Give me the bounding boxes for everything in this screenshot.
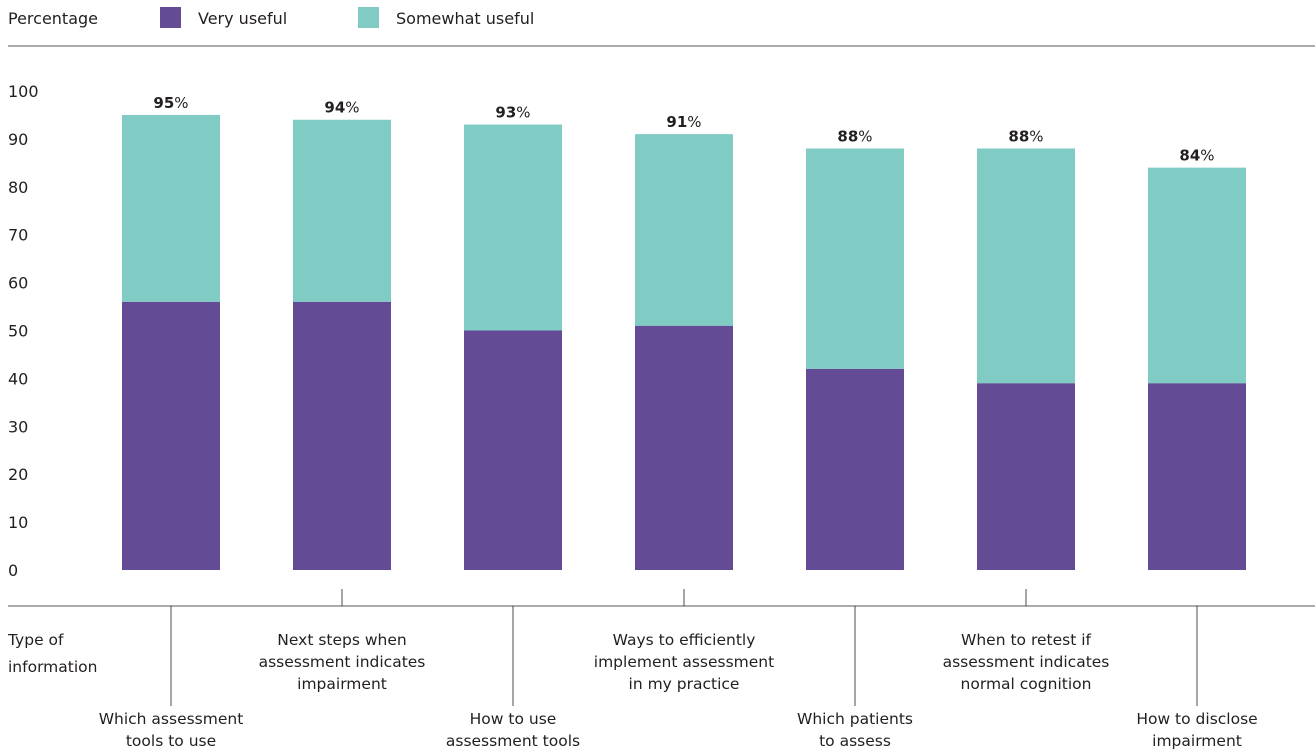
bar-segment-somewhat-useful — [635, 134, 733, 326]
bar-total-label: 88% — [1008, 127, 1043, 145]
x-axis-title-line-2: information — [8, 658, 97, 676]
y-tick-label: 30 — [8, 417, 28, 436]
category-label: How to use — [470, 710, 557, 728]
legend: Percentage Very useful Somewhat useful — [8, 7, 534, 28]
y-axis-ticks: 0 10 20 30 40 50 60 70 80 90 100 — [8, 82, 39, 580]
y-tick-label: 40 — [8, 369, 28, 388]
bar-total-label: 94% — [324, 99, 359, 117]
y-tick-label: 60 — [8, 274, 28, 293]
bar-segment-somewhat-useful — [806, 148, 904, 369]
x-axis-title-line-1: Type of — [7, 631, 64, 649]
category-label: Ways to efficiently — [613, 631, 756, 649]
bar-segment-somewhat-useful — [464, 124, 562, 331]
category-label: in my practice — [629, 675, 740, 693]
bar-total-label: 93% — [495, 104, 530, 122]
bar-segment-very-useful — [977, 383, 1075, 570]
bar-segment-somewhat-useful — [122, 114, 220, 302]
category-label: When to retest if — [961, 631, 1091, 649]
y-tick-label: 0 — [8, 561, 18, 580]
category-label: Next steps when — [277, 631, 406, 649]
bar-segment-very-useful — [122, 301, 220, 570]
category-label: assessment tools — [446, 732, 580, 750]
category-label: impairment — [1152, 732, 1242, 750]
category-label: assessment indicates — [943, 653, 1110, 671]
category-labels: Which assessment tools to use Next steps w… — [99, 631, 1258, 750]
y-tick-label: 90 — [8, 130, 28, 149]
bar-segment-somewhat-useful — [977, 148, 1075, 384]
bars — [122, 114, 1246, 570]
bar-segment-very-useful — [464, 330, 562, 570]
y-tick-label: 80 — [8, 178, 28, 197]
category-label: to assess — [819, 732, 891, 750]
y-tick-label: 100 — [8, 82, 39, 101]
bar-total-label: 95% — [153, 94, 188, 112]
y-tick-label: 20 — [8, 465, 28, 484]
category-label: assessment indicates — [259, 653, 426, 671]
category-label: impairment — [297, 675, 387, 693]
bar-segment-very-useful — [806, 368, 904, 570]
y-tick-label: 50 — [8, 322, 28, 341]
category-tick-marks — [170, 589, 1198, 706]
bar-total-labels: 95% 94% 93% 91% 88% 88% 84% — [153, 94, 1214, 165]
bar-segment-very-useful — [293, 301, 391, 570]
bar-segment-somewhat-useful — [293, 119, 391, 302]
category-label: tools to use — [126, 732, 216, 750]
bar-total-label: 84% — [1179, 147, 1214, 165]
y-tick-label: 10 — [8, 513, 28, 532]
legend-swatch-very-useful — [160, 7, 181, 28]
y-axis-title: Percentage — [8, 9, 98, 28]
bar-total-label: 91% — [666, 113, 701, 131]
category-label: Which patients — [797, 710, 913, 728]
legend-label-somewhat-useful: Somewhat useful — [396, 9, 534, 28]
category-label: normal cognition — [961, 675, 1092, 693]
bar-total-label: 88% — [837, 127, 872, 145]
legend-label-very-useful: Very useful — [198, 9, 287, 28]
category-label: Which assessment — [99, 710, 244, 728]
y-tick-label: 70 — [8, 226, 28, 245]
bar-segment-very-useful — [635, 325, 733, 570]
category-label: How to disclose — [1136, 710, 1257, 728]
category-label: implement assessment — [594, 653, 774, 671]
legend-swatch-somewhat-useful — [358, 7, 379, 28]
bar-segment-somewhat-useful — [1148, 167, 1246, 384]
bar-segment-very-useful — [1148, 383, 1246, 570]
